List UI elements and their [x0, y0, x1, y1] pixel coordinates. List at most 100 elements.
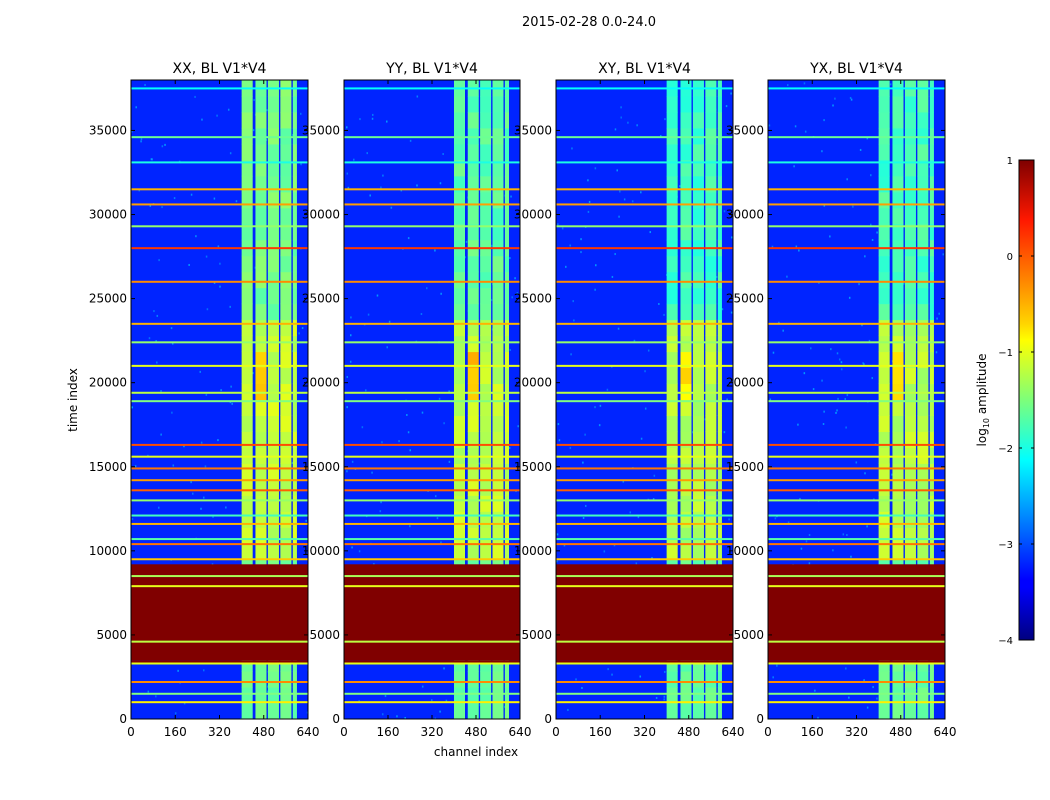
- signal-block: [267, 319, 279, 337]
- signal-block: [292, 319, 297, 337]
- signal-block: [917, 223, 929, 241]
- signal-block: [255, 191, 267, 209]
- noise-speck: [588, 200, 591, 203]
- signal-block: [705, 223, 717, 241]
- flagged-row: [768, 499, 945, 502]
- signal-block: [929, 287, 934, 305]
- noise-speck: [443, 667, 445, 670]
- noise-speck: [772, 351, 775, 354]
- signal-block: [705, 127, 717, 145]
- noise-speck: [647, 349, 650, 352]
- noise-speck: [199, 370, 201, 373]
- noise-speck: [864, 255, 866, 258]
- signal-block: [705, 143, 717, 161]
- signal-block: [666, 415, 678, 432]
- noise-speck: [850, 555, 852, 558]
- signal-block: [267, 527, 279, 544]
- flagged-row: [768, 479, 945, 482]
- signal-block: [241, 191, 253, 209]
- signal-block: [717, 543, 722, 560]
- signal-block: [492, 335, 504, 353]
- flagged-row: [131, 662, 308, 665]
- noise-speck: [787, 521, 790, 524]
- y-tick-label: 25000: [302, 292, 340, 306]
- noise-speck: [778, 321, 780, 324]
- signal-block: [692, 511, 704, 528]
- flagged-row: [768, 514, 945, 517]
- y-tick-label: 10000: [89, 544, 127, 558]
- noise-speck: [599, 404, 602, 407]
- signal-block: [454, 303, 465, 321]
- flagged-row: [556, 489, 733, 492]
- noise-speck: [509, 257, 511, 260]
- noise-speck: [445, 699, 448, 702]
- noise-speck: [622, 480, 625, 483]
- saturated-band: [556, 660, 733, 664]
- signal-block: [929, 303, 934, 321]
- signal-block: [241, 687, 253, 704]
- signal-block: [904, 671, 916, 688]
- signal-block: [929, 95, 934, 113]
- signal-block: [878, 495, 890, 512]
- y-tick-label: 0: [756, 712, 764, 726]
- signal-block: [705, 383, 717, 400]
- signal-block: [292, 255, 297, 273]
- flagged-row: [556, 136, 733, 139]
- colorbar: 10−1−2−3−4 log10 amplitude: [975, 156, 1035, 647]
- signal-block: [878, 159, 890, 177]
- signal-block: [241, 287, 253, 305]
- noise-speck: [490, 299, 493, 302]
- figure-suptitle: 2015-02-28 0.0-24.0: [522, 15, 656, 30]
- noise-speck: [252, 129, 255, 132]
- signal-block: [292, 511, 297, 528]
- noise-speck: [380, 501, 382, 504]
- flagged-row: [556, 585, 733, 588]
- signal-block: [504, 335, 509, 353]
- signal-block: [492, 687, 504, 704]
- signal-block: [929, 415, 934, 432]
- signal-block: [454, 255, 465, 273]
- flagged-row: [131, 538, 308, 541]
- noise-speck: [582, 516, 585, 519]
- noise-speck: [861, 324, 863, 327]
- signal-block: [280, 703, 292, 719]
- signal-block: [255, 271, 267, 289]
- signal-block: [467, 447, 479, 464]
- signal-block: [255, 351, 267, 369]
- noise-speck: [219, 262, 221, 265]
- signal-block: [904, 271, 916, 289]
- signal-block: [892, 383, 904, 400]
- flagged-row: [131, 489, 308, 492]
- noise-speck: [652, 498, 655, 501]
- signal-block: [255, 527, 267, 544]
- signal-block: [680, 159, 692, 177]
- flagged-row: [556, 662, 733, 665]
- signal-block: [492, 223, 504, 241]
- signal-block: [929, 479, 934, 496]
- signal-block: [929, 511, 934, 528]
- signal-block: [280, 671, 292, 688]
- signal-block: [241, 159, 253, 177]
- noise-speck: [148, 337, 151, 340]
- noise-speck: [205, 255, 208, 258]
- noise-speck: [774, 517, 777, 520]
- signal-block: [917, 399, 929, 416]
- noise-speck: [156, 361, 158, 364]
- noise-speck: [439, 710, 441, 713]
- noise-speck: [170, 327, 173, 330]
- signal-block: [929, 335, 934, 353]
- signal-block: [929, 223, 934, 241]
- signal-block: [492, 287, 504, 305]
- signal-block: [680, 479, 692, 496]
- signal-block: [292, 287, 297, 305]
- noise-speck: [808, 562, 811, 565]
- signal-block: [480, 527, 492, 544]
- signal-block: [892, 159, 904, 177]
- flagged-row: [344, 322, 520, 325]
- signal-block: [904, 351, 916, 369]
- signal-block: [929, 319, 934, 337]
- noise-speck: [620, 116, 622, 119]
- noise-speck: [164, 143, 166, 146]
- noise-speck: [859, 148, 862, 151]
- signal-block: [280, 399, 292, 416]
